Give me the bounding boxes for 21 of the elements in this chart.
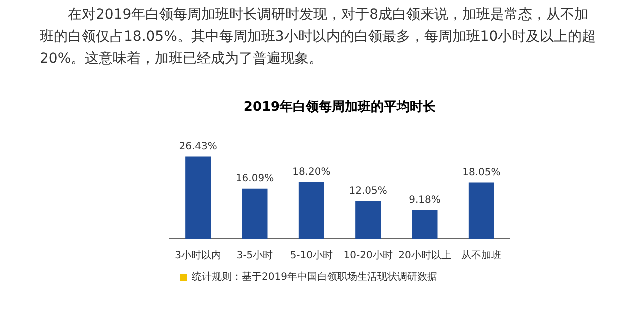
data-label: 18.05%: [462, 167, 501, 178]
x-tick-label: 3-5小时: [236, 250, 274, 262]
data-label: 18.20%: [292, 166, 331, 178]
bar: [468, 182, 494, 239]
x-tick-label: 从不加班: [462, 250, 502, 262]
text: 在对2019年白领每周加班时长调研时发现，对于8成白领来说，加班是常态，从不加班的白领仅占18.05%。其中每周加班3小时以内的白领最多，每周加班10小时及以上的超20%。这意味着，加班已经成为了普遍现象。: [40, 6, 598, 69]
text: 统计规则：基于2019年中国白领职场生活现状调研数据: [192, 270, 438, 284]
data-label: 12.05%: [349, 186, 388, 198]
bar: [298, 182, 324, 239]
bar: [242, 188, 268, 239]
bar: [356, 201, 382, 239]
bar: [186, 156, 212, 239]
data-label: 26.43%: [179, 141, 218, 152]
data-label: 9.18%: [409, 195, 441, 206]
x-tick-label: 10-20小时: [344, 250, 393, 262]
x-tick-label: 20小时以上: [398, 250, 452, 262]
data-label: 16.09%: [236, 174, 274, 184]
x-tick-label: 3小时以内: [175, 250, 222, 262]
x-tick-label: 5-10小时: [290, 250, 334, 262]
bar: [412, 210, 438, 239]
chart-title: 2019年白领每周加班的平均时长: [244, 100, 438, 116]
